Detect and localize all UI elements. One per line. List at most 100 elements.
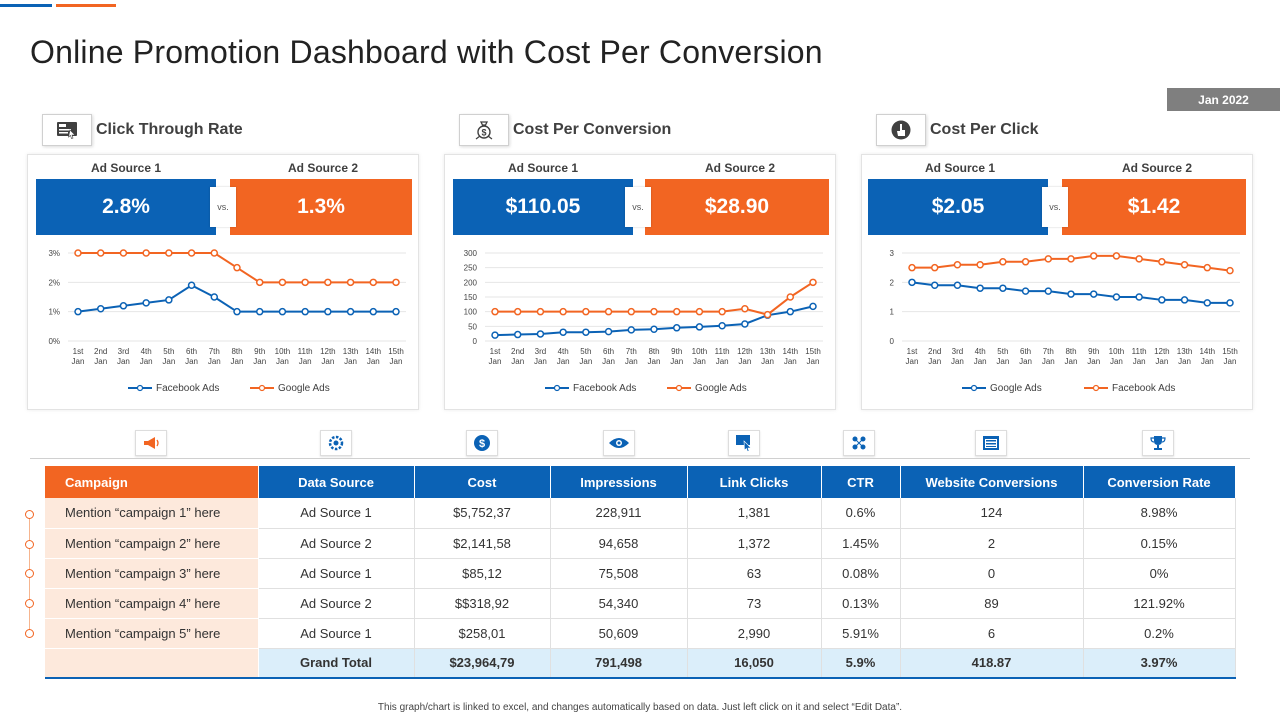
data-point	[741, 304, 749, 313]
x-tick-label: 12th	[737, 347, 753, 356]
data-point	[392, 278, 400, 287]
panel-cost-per-conversion: Ad Source 1 Ad Source 2 $110.05 $28.90 v…	[444, 154, 836, 410]
network-icon	[843, 430, 875, 456]
x-tick-label: Jan	[1224, 357, 1237, 366]
cell-campaign: Mention “campaign 1” here	[45, 498, 259, 529]
x-tick-label: 3rd	[118, 347, 130, 356]
data-point	[650, 325, 658, 334]
x-tick-label: Jan	[996, 357, 1009, 366]
source2-label: Ad Source 2	[1121, 161, 1193, 175]
x-tick-label: 6th	[603, 347, 614, 356]
cell-cost: $258,01	[414, 618, 551, 649]
legend-label: Facebook Ads	[1112, 383, 1175, 394]
data-point	[301, 307, 309, 316]
cell-cost: $5,752,37	[414, 498, 551, 529]
data-point	[233, 263, 241, 272]
data-point	[695, 323, 704, 331]
data-point	[908, 278, 916, 287]
x-tick-label: Jan	[784, 357, 797, 366]
cell-ctr: 0.13%	[821, 588, 901, 619]
x-tick-label: Jan	[321, 357, 334, 366]
x-tick-label: Jan	[390, 357, 403, 366]
legend-label: Facebook Ads	[156, 383, 219, 394]
data-point	[672, 307, 681, 316]
header-ctr: CTR	[821, 466, 901, 498]
x-tick-label: Jan	[140, 357, 153, 366]
svg-text:$: $	[479, 438, 485, 450]
cell-total-label: Grand Total	[258, 648, 415, 679]
data-point	[142, 249, 150, 257]
legend-swatch-dot	[970, 384, 978, 392]
cell-total-link-clicks: 16,050	[687, 648, 822, 679]
cell-ctr: 0.6%	[821, 498, 901, 529]
source1-value: $110.05	[453, 179, 633, 235]
header-impressions: Impressions	[550, 466, 688, 498]
campaign-table: Campaign Data Source Cost Impressions Li…	[45, 466, 1236, 679]
data-point	[142, 299, 150, 307]
x-tick-label: 9th	[671, 347, 682, 356]
data-point	[74, 307, 82, 316]
browser-window-icon	[975, 430, 1007, 456]
cell-website-conversions: 6	[900, 618, 1084, 649]
x-tick-label: Jan	[761, 357, 774, 366]
y-tick-label: 0	[473, 337, 478, 346]
data-point	[536, 307, 545, 316]
x-tick-label: 6th	[1020, 347, 1031, 356]
data-point	[930, 281, 939, 290]
source2-value: $28.90	[645, 179, 829, 235]
x-tick-label: Jan	[367, 357, 380, 366]
x-tick-label: Jan	[162, 357, 175, 366]
cell-ctr: 5.91%	[821, 618, 901, 649]
data-point	[513, 307, 522, 316]
table-frame-line	[30, 458, 1250, 460]
cell-campaign: Mention “campaign 3” here	[45, 558, 259, 589]
x-tick-label: 7th	[626, 347, 637, 356]
y-tick-label: 300	[464, 249, 478, 258]
x-tick-label: Jan	[1042, 357, 1055, 366]
x-tick-label: Jan	[974, 357, 987, 366]
data-point	[324, 278, 332, 287]
cell-ctr: 0.08%	[821, 558, 901, 589]
data-point	[976, 260, 984, 269]
data-point	[1112, 252, 1121, 260]
dashboard-screen-icon	[42, 114, 92, 146]
panel-click-through-rate: Ad Source 1 Ad Source 2 2.8% 1.3% vs. 0%…	[27, 154, 419, 410]
y-tick-label: 3	[890, 249, 895, 258]
legend-swatch-dot	[258, 384, 266, 392]
data-point	[210, 249, 219, 257]
x-tick-label: Jan	[648, 357, 661, 366]
data-point	[786, 307, 795, 316]
data-point	[301, 278, 309, 287]
data-point	[1089, 290, 1098, 298]
accent-bar-orange	[56, 4, 116, 7]
data-point	[346, 307, 355, 316]
data-point	[1067, 290, 1075, 298]
row-marker	[25, 599, 34, 608]
cell-conversion-rate: 8.98%	[1083, 498, 1236, 529]
x-tick-label: 1st	[73, 347, 84, 356]
panel-title-ctr: Click Through Rate	[96, 121, 243, 138]
x-tick-label: 6th	[186, 347, 197, 356]
source1-label: Ad Source 1	[507, 161, 579, 175]
data-point	[908, 263, 916, 272]
x-tick-label: Jan	[253, 357, 266, 366]
cell-total-conversion-rate: 3.97%	[1083, 648, 1236, 679]
x-tick-label: Jan	[344, 357, 357, 366]
cell-total-website-conversions: 418.87	[900, 648, 1084, 679]
x-tick-label: Jan	[94, 357, 107, 366]
row-marker	[25, 629, 34, 638]
cell-website-conversions: 124	[900, 498, 1084, 529]
data-point	[976, 284, 984, 292]
panel-title-cost-per-conversion: Cost Per Conversion	[513, 121, 672, 138]
cell-impressions: 228,911	[550, 498, 688, 529]
cell-website-conversions: 2	[900, 528, 1084, 559]
source1-label: Ad Source 1	[90, 161, 162, 175]
footnote: This graph/chart is linked to excel, and…	[377, 702, 903, 713]
row-marker	[25, 569, 34, 578]
x-tick-label: Jan	[1178, 357, 1191, 366]
source2-label: Ad Source 2	[704, 161, 776, 175]
y-tick-label: 50	[468, 322, 477, 331]
megaphone-icon	[135, 430, 167, 456]
cell-link-clicks: 1,381	[687, 498, 822, 529]
x-tick-label: 13th	[1177, 347, 1193, 356]
